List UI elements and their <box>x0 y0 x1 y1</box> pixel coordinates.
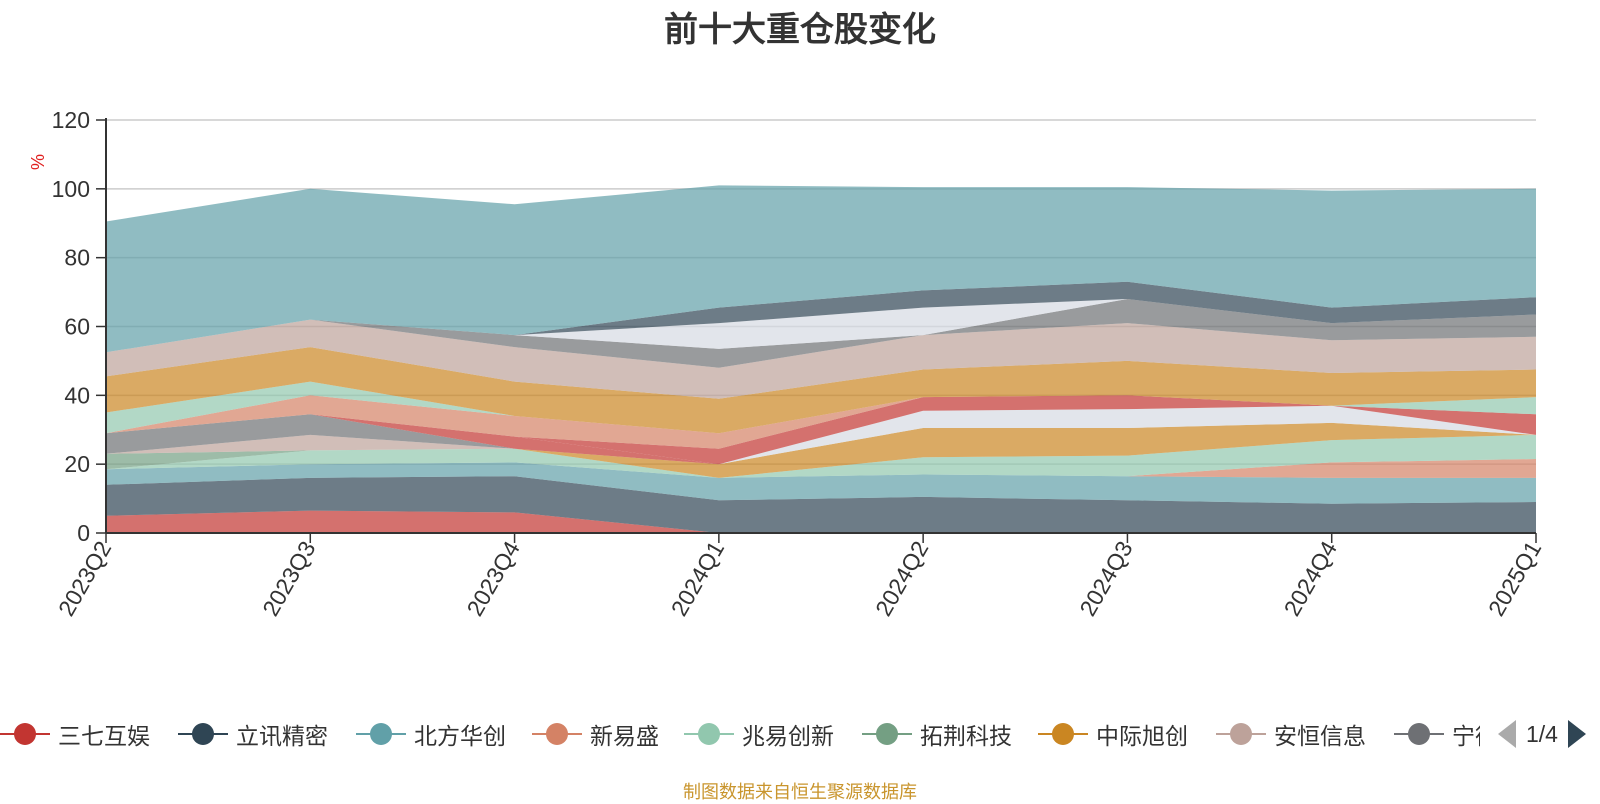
series-area-17 <box>106 299 1536 368</box>
legend-item[interactable]: 拓荆科技 <box>862 712 1012 756</box>
legend-item[interactable]: 三七互娱 <box>0 712 150 756</box>
legend-marker-icon <box>178 719 228 749</box>
legend-label: 安恒信息 <box>1274 723 1366 749</box>
y-tick-label: 40 <box>64 382 90 408</box>
y-tick-label: 120 <box>52 107 90 133</box>
legend-next-page-icon[interactable] <box>1567 720 1586 748</box>
series-area-19 <box>106 281 1536 353</box>
series-area-1 <box>106 510 1536 533</box>
series-area-4 <box>106 459 1536 478</box>
x-tick-label: 2024Q1 <box>666 537 729 621</box>
y-tick-label: 60 <box>64 314 90 340</box>
legend-label: 新易盛 <box>590 723 659 749</box>
series-area-8 <box>106 422 1536 465</box>
series-area-16 <box>106 319 1536 399</box>
legend-prev-page-icon[interactable] <box>1498 720 1516 748</box>
chart-title: 前十大重仓股变化 <box>664 11 936 49</box>
legend-marker-icon <box>356 719 406 749</box>
series-area-20 <box>106 185 1536 353</box>
legend-item[interactable]: 北方华创 <box>356 712 506 756</box>
y-axis-unit-label: % <box>28 154 48 170</box>
legend-item[interactable]: 新易盛 <box>532 712 659 756</box>
stacked-areas <box>106 185 1536 533</box>
legend-item[interactable]: 宁德时代 <box>1394 712 1480 756</box>
legend: 三七互娱 立讯精密 北方华创 新易盛 兆易创新 拓荆科技 中际旭创 安恒信息 宁德时代 1/4 <box>0 712 1600 756</box>
x-tick-label: 2024Q2 <box>870 537 933 621</box>
legend-marker-icon <box>1394 719 1444 749</box>
legend-items: 三七互娱 立讯精密 北方华创 新易盛 兆易创新 拓荆科技 中际旭创 安恒信息 宁德时代 <box>0 712 1480 756</box>
y-tick-label: 100 <box>52 176 90 202</box>
source-note: 制图数据来自恒生聚源数据库 <box>683 782 917 802</box>
x-tick-label: 2023Q2 <box>53 537 116 621</box>
series-area-13 <box>106 395 1536 449</box>
x-tick-label: 2023Q4 <box>461 536 525 620</box>
legend-label: 拓荆科技 <box>920 723 1012 749</box>
legend-label: 三七互娱 <box>58 723 150 749</box>
legend-marker-icon <box>0 719 50 749</box>
y-tick-label: 0 <box>77 520 90 546</box>
legend-marker-icon <box>1216 719 1266 749</box>
x-tick-label: 2025Q1 <box>1483 537 1546 621</box>
legend-item[interactable]: 立讯精密 <box>178 712 328 756</box>
legend-marker-icon <box>684 719 734 749</box>
series-area-15 <box>106 347 1536 434</box>
series-area-5 <box>106 434 1536 478</box>
legend-label: 中际旭创 <box>1096 723 1188 749</box>
series-area-3 <box>106 462 1536 504</box>
y-tick-label: 80 <box>64 245 90 271</box>
legend-marker-icon <box>1038 719 1088 749</box>
x-tick-label: 2024Q3 <box>1074 537 1137 621</box>
legend-marker-icon <box>862 719 912 749</box>
legend-label: 北方华创 <box>414 723 506 749</box>
legend-label: 兆易创新 <box>742 723 834 749</box>
series-area-11 <box>106 405 1536 465</box>
legend-marker-icon <box>532 719 582 749</box>
legend-pager: 1/4 <box>1498 712 1586 756</box>
series-area-2 <box>106 476 1536 533</box>
legend-item[interactable]: 兆易创新 <box>684 712 834 756</box>
series-area-9 <box>106 414 1536 465</box>
area-chart: 0 20 40 60 80 100 120 2023Q2 2023Q3 2023Q4 2024Q1 2… <box>28 107 1546 621</box>
legend-label: 立讯精密 <box>236 723 328 749</box>
legend-item[interactable]: 中际旭创 <box>1038 712 1188 756</box>
y-tick-label: 20 <box>64 451 90 477</box>
series-area-12 <box>106 395 1536 465</box>
legend-label: 宁德时代 <box>1452 723 1480 749</box>
legend-item[interactable]: 安恒信息 <box>1216 712 1366 756</box>
series-area-18 <box>106 299 1536 353</box>
legend-page-indicator: 1/4 <box>1526 720 1558 747</box>
series-area-7 <box>106 422 1536 478</box>
x-tick-label: 2024Q4 <box>1279 536 1343 620</box>
x-tick-label: 2023Q3 <box>257 537 320 621</box>
